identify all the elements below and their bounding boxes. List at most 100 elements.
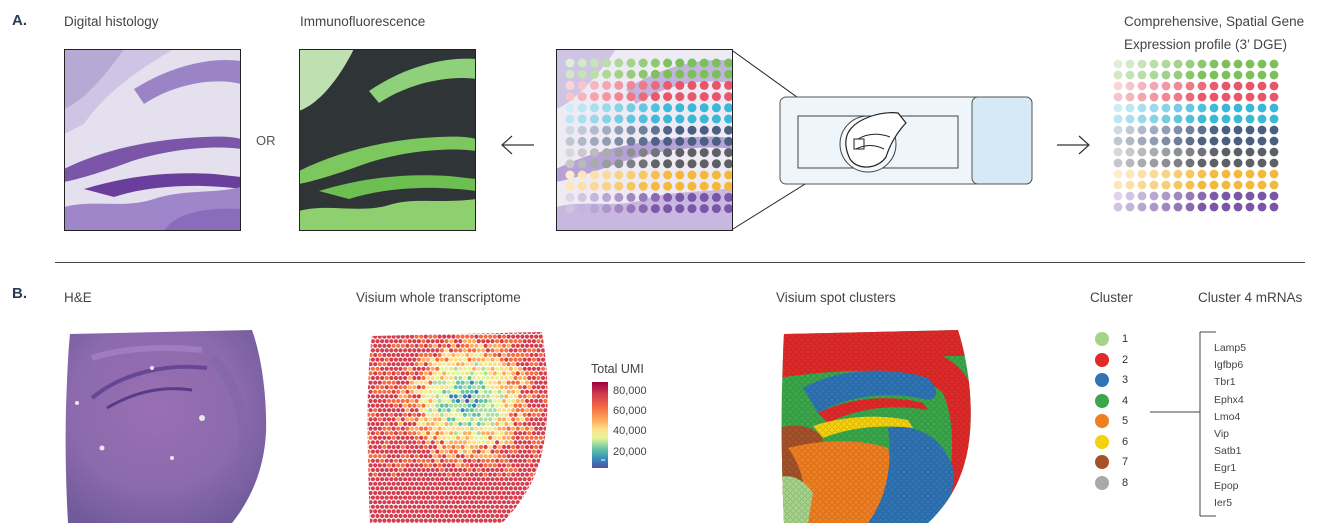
cluster-number: 2 xyxy=(1122,353,1129,366)
umi-spot xyxy=(497,408,502,413)
spot xyxy=(1257,147,1267,157)
umi-spot xyxy=(472,467,477,473)
umi-spot xyxy=(367,472,369,477)
umi-spot xyxy=(393,458,398,463)
umi-spot xyxy=(488,481,493,486)
umi-spot xyxy=(518,403,523,408)
spot xyxy=(1173,92,1183,102)
umi-spot xyxy=(522,504,527,509)
umi-spot xyxy=(515,500,520,505)
umi-spot xyxy=(435,495,440,500)
umi-spot xyxy=(481,332,486,335)
umi-spot xyxy=(529,454,534,459)
umi-spot xyxy=(430,440,435,445)
umi-heatmap xyxy=(367,332,552,523)
umi-spot xyxy=(504,495,509,500)
umi-spot xyxy=(370,458,375,463)
umi-spot xyxy=(476,332,481,335)
umi-spot xyxy=(403,486,408,491)
umi-spot xyxy=(458,366,463,371)
umi-spot xyxy=(534,343,539,348)
umi-spot xyxy=(432,500,438,505)
umi-spot xyxy=(396,426,401,431)
umi-spot xyxy=(504,440,509,445)
umi-spot xyxy=(522,486,527,491)
umi-spot xyxy=(548,500,552,504)
umi-spot xyxy=(520,343,525,348)
umi-spot xyxy=(520,352,525,358)
umi-spot xyxy=(421,357,426,362)
umi-spot xyxy=(467,477,472,482)
umi-spot xyxy=(518,366,523,371)
umi-spot xyxy=(370,332,375,335)
umi-spot xyxy=(442,352,447,358)
umi-spot xyxy=(497,454,502,459)
umi-spot xyxy=(531,332,536,335)
spot xyxy=(565,92,575,102)
umi-spot xyxy=(437,398,442,404)
spot xyxy=(675,92,685,102)
umi-spot xyxy=(513,366,518,371)
umi-spot xyxy=(513,421,518,427)
umi-spot xyxy=(485,332,491,335)
spot xyxy=(589,92,599,102)
umi-spot xyxy=(531,440,536,445)
umi-spot xyxy=(377,454,382,459)
spot xyxy=(638,159,648,169)
spot xyxy=(1233,114,1243,124)
umi-spot xyxy=(548,436,552,440)
umi-spot xyxy=(495,348,500,353)
umi-spot xyxy=(409,380,415,385)
umi-spot xyxy=(511,343,516,348)
umi-spot xyxy=(536,440,541,445)
spot xyxy=(614,69,624,79)
umi-spot xyxy=(478,352,484,358)
umi-spot xyxy=(508,412,513,417)
umi-spot xyxy=(504,458,509,463)
umi-spot xyxy=(368,362,373,367)
umi-spot xyxy=(501,389,507,394)
spot xyxy=(699,92,709,102)
umi-spot xyxy=(384,394,389,399)
umi-spot xyxy=(416,332,422,335)
spot xyxy=(711,80,721,90)
spot xyxy=(614,159,624,169)
spot xyxy=(602,148,612,158)
umi-spot xyxy=(483,352,488,358)
umi-spot xyxy=(534,398,539,404)
spot xyxy=(602,114,612,124)
umi-spot xyxy=(476,486,481,491)
umi-spot xyxy=(391,352,396,358)
umi-spot xyxy=(419,472,424,477)
umi-spot xyxy=(497,426,502,431)
umi-spot xyxy=(534,334,539,339)
spot xyxy=(589,181,599,191)
umi-spot xyxy=(432,426,438,431)
umi-spot xyxy=(414,362,419,367)
umi-spot xyxy=(501,352,507,358)
umi-spot xyxy=(527,458,532,463)
umi-spot xyxy=(497,389,502,394)
umi-spot xyxy=(524,343,530,348)
umi-spot xyxy=(370,366,375,371)
umi-spot xyxy=(453,375,458,381)
spot xyxy=(1149,191,1159,201)
umi-spot xyxy=(513,357,518,362)
umi-spot xyxy=(543,362,548,367)
expression-spots xyxy=(1113,59,1279,212)
umi-spot xyxy=(541,403,546,408)
umi-spot xyxy=(485,458,490,463)
spot xyxy=(1173,81,1183,91)
spot xyxy=(687,181,697,191)
spot xyxy=(1257,59,1267,69)
umi-spot xyxy=(488,417,493,422)
umi-spot xyxy=(529,472,534,477)
umi-spot xyxy=(405,435,410,440)
spot xyxy=(614,80,624,90)
umi-spot xyxy=(524,435,530,440)
umi-spot xyxy=(380,504,385,509)
umi-spot xyxy=(501,371,507,376)
umi-spot xyxy=(375,513,380,519)
umi-spot xyxy=(499,403,504,408)
umi-spot xyxy=(389,385,394,390)
